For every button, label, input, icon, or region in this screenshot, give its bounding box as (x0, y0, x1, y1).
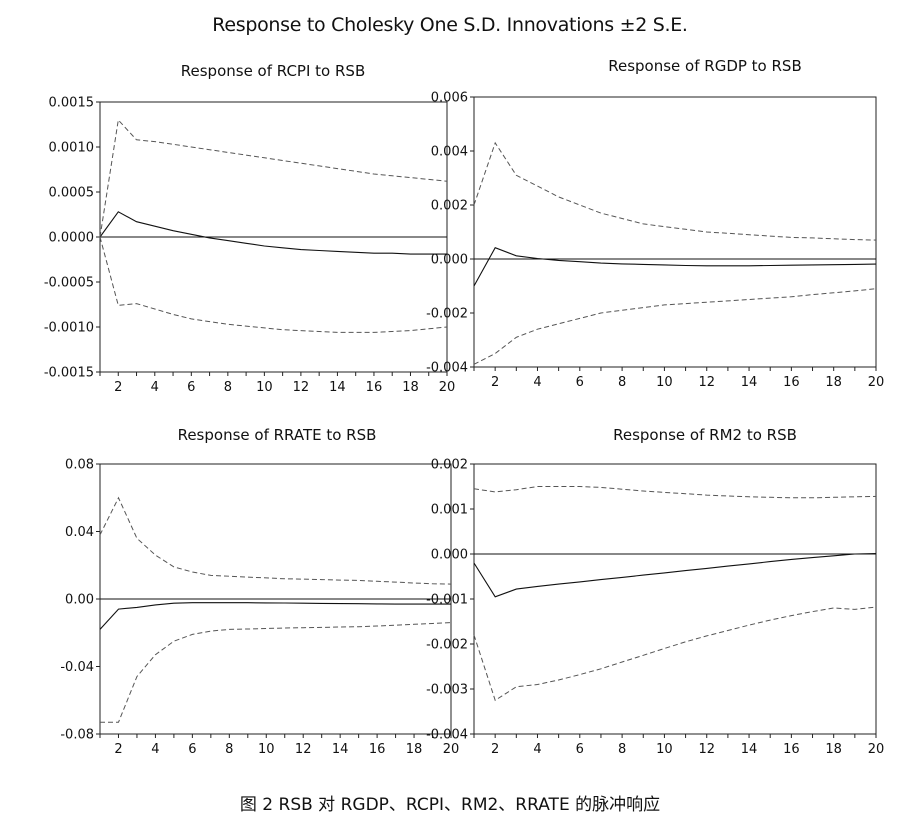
figure-title: Response to Cholesky One S.D. Innovation… (212, 14, 688, 36)
x-tick-label: 4 (533, 742, 541, 757)
x-tick-label: 16 (369, 742, 386, 757)
y-tick-label: 0.001 (431, 503, 468, 518)
response-line (99, 211, 447, 255)
x-tick-label: 8 (618, 742, 626, 757)
y-tick-label: -0.04 (60, 660, 94, 675)
upper-band-line (99, 118, 448, 238)
x-tick-label: 2 (491, 742, 499, 757)
x-tick-label: 20 (443, 742, 460, 757)
x-tick-label: 4 (151, 742, 159, 757)
x-tick-label: 2 (114, 742, 122, 757)
y-tick-label: -0.0015 (44, 366, 94, 381)
figure-caption: 图 2 RSB 对 RGDP、RCPI、RM2、RRATE 的脉冲响应 (239, 795, 661, 815)
y-tick-label: 0.000 (431, 548, 468, 563)
upper-band-line (99, 496, 452, 585)
y-tick-label: -0.08 (60, 728, 94, 743)
upper-band-line (473, 141, 877, 241)
x-tick-label: 16 (783, 375, 800, 390)
x-tick-label: 16 (366, 380, 383, 395)
x-tick-label: 18 (402, 380, 419, 395)
y-tick-label: -0.002 (426, 638, 468, 653)
upper-band-line (473, 486, 877, 499)
y-tick-label: -0.003 (426, 683, 468, 698)
x-tick-label: 10 (656, 742, 673, 757)
x-tick-label: 6 (576, 742, 584, 757)
plot-frame (473, 463, 877, 735)
x-tick-label: 8 (618, 375, 626, 390)
panel-title: Response of RCPI to RSB (181, 62, 365, 80)
x-tick-label: 14 (332, 742, 349, 757)
y-tick-label: 0.000 (431, 253, 468, 268)
x-tick-label: 14 (741, 742, 758, 757)
y-tick-label: 0.0010 (49, 141, 95, 156)
panel-title: Response of RRATE to RSB (178, 426, 377, 444)
y-tick-label: 0.0000 (49, 231, 95, 246)
x-tick-label: 10 (656, 375, 673, 390)
x-tick-label: 18 (825, 742, 842, 757)
x-tick-label: 2 (114, 380, 122, 395)
y-tick-label: -0.0010 (44, 321, 94, 336)
x-tick-label: 14 (329, 380, 346, 395)
lower-band-line (473, 606, 877, 702)
x-tick-label: 20 (439, 380, 456, 395)
x-tick-label: 4 (151, 380, 159, 395)
y-tick-label: -0.004 (426, 361, 468, 376)
x-tick-label: 12 (293, 380, 310, 395)
y-tick-label: 0.002 (431, 458, 468, 473)
x-tick-label: 8 (224, 380, 232, 395)
x-tick-label: 12 (698, 742, 715, 757)
x-tick-label: 16 (783, 742, 800, 757)
y-tick-label: 0.04 (65, 525, 94, 540)
x-tick-label: 18 (825, 375, 842, 390)
x-tick-label: 10 (258, 742, 275, 757)
y-tick-label: 0.002 (431, 199, 468, 214)
y-tick-label: -0.0005 (44, 276, 94, 291)
x-tick-label: 8 (225, 742, 233, 757)
x-tick-label: 4 (533, 375, 541, 390)
x-tick-label: 2 (491, 375, 499, 390)
response-line (473, 553, 877, 598)
lower-band-line (99, 236, 448, 333)
x-tick-label: 12 (698, 375, 715, 390)
x-tick-label: 6 (187, 380, 195, 395)
x-tick-label: 20 (868, 742, 885, 757)
y-tick-label: 0.08 (65, 458, 94, 473)
y-tick-label: -0.001 (426, 593, 468, 608)
x-tick-label: 6 (576, 375, 584, 390)
y-tick-label: 0.00 (65, 593, 94, 608)
response-line (99, 602, 451, 630)
lower-band-line (473, 288, 877, 365)
x-tick-label: 12 (295, 742, 312, 757)
x-tick-label: 10 (256, 380, 273, 395)
y-tick-label: 0.0005 (49, 186, 95, 201)
panel-title: Response of RGDP to RSB (608, 57, 802, 75)
x-tick-label: 20 (868, 375, 885, 390)
y-tick-label: 0.0015 (49, 96, 95, 111)
lower-band-line (100, 622, 452, 723)
y-tick-label: -0.004 (426, 728, 468, 743)
panel-title: Response of RM2 to RSB (613, 426, 797, 444)
y-tick-label: 0.004 (431, 145, 468, 160)
y-tick-label: -0.002 (426, 307, 468, 322)
x-tick-label: 6 (188, 742, 196, 757)
y-tick-label: 0.006 (431, 91, 468, 106)
x-tick-label: 18 (406, 742, 423, 757)
plot-frame (473, 96, 877, 368)
response-line (473, 247, 877, 287)
x-tick-label: 14 (741, 375, 758, 390)
